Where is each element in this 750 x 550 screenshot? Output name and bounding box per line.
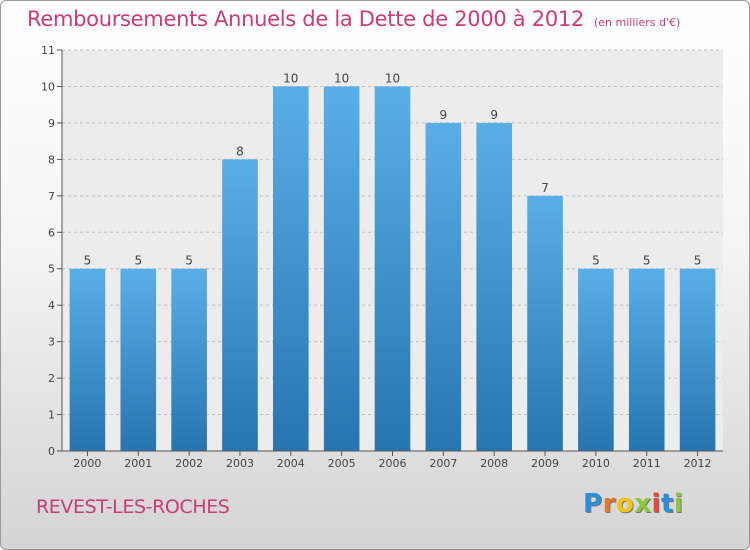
x-tick-label: 2007 [429, 457, 457, 470]
y-tick-label: 10 [41, 80, 55, 93]
x-tick-label: 2002 [175, 457, 203, 470]
bar-2005 [323, 86, 360, 452]
bar-2007 [425, 122, 462, 451]
y-tick-label: 8 [48, 153, 55, 166]
bar-2009 [527, 195, 563, 451]
value-label: 9 [490, 108, 498, 122]
bar-2003 [222, 159, 258, 451]
x-tick-label: 2010 [582, 457, 610, 470]
bar-2011 [628, 268, 665, 451]
y-ticks-group: 0 1 2 3 4 5 6 7 8 9 10 11 [41, 44, 62, 458]
bars-group [69, 86, 716, 452]
x-tick-label: 2005 [328, 457, 356, 470]
commune-name: REVEST-LES-ROCHES [36, 496, 230, 518]
x-tick-label: 2011 [633, 457, 661, 470]
bar-2004 [273, 86, 309, 452]
proxiti-logo: Proxiti [583, 489, 683, 519]
value-label: 5 [134, 254, 142, 268]
value-label: 7 [541, 181, 549, 195]
y-tick-label: 5 [48, 263, 55, 276]
chart-title: Remboursements Annuels de la Dette de 20… [27, 7, 680, 31]
chart-title-text: Remboursements Annuels de la Dette de 20… [27, 7, 584, 31]
value-labels-group: 5 5 5 8 10 10 10 9 9 7 5 5 5 [84, 71, 702, 267]
bar-2006 [374, 86, 411, 452]
logo-letter: t [660, 489, 674, 519]
x-tick-label: 2000 [73, 457, 101, 470]
x-tick-label: 2009 [531, 457, 559, 470]
x-ticks-group: 2000 2001 2002 2003 2004 2005 2006 2007 2008 2009… [73, 451, 712, 470]
value-label: 10 [385, 71, 400, 85]
bar-2012 [679, 268, 716, 451]
y-tick-label: 7 [48, 190, 55, 203]
x-tick-label: 2001 [124, 457, 152, 470]
bar-2008 [476, 122, 512, 451]
y-tick-label: 3 [48, 336, 55, 349]
y-tick-label: 2 [48, 372, 55, 385]
logo-letter: o [615, 489, 635, 519]
value-label: 9 [440, 108, 448, 122]
value-label: 8 [236, 144, 244, 158]
value-label: 5 [592, 254, 600, 268]
y-tick-label: 0 [48, 445, 55, 458]
y-tick-label: 1 [48, 409, 55, 422]
y-tick-label: 9 [48, 117, 55, 130]
y-tick-label: 6 [48, 226, 55, 239]
value-label: 5 [643, 254, 651, 268]
value-label: 5 [185, 254, 193, 268]
bar-2000 [69, 268, 106, 451]
y-tick-label: 11 [41, 44, 55, 57]
x-tick-label: 2006 [379, 457, 407, 470]
value-label: 5 [694, 254, 702, 268]
x-tick-label: 2004 [277, 457, 305, 470]
chart-subtitle: (en milliers d'€) [594, 16, 681, 29]
value-label: 10 [283, 71, 298, 85]
value-label: 10 [334, 71, 349, 85]
bar-2002 [171, 268, 207, 451]
x-tick-label: 2012 [684, 457, 712, 470]
bar-2010 [578, 268, 614, 451]
logo-letter: r [602, 489, 616, 519]
logo-letter: i [673, 489, 684, 519]
y-tick-label: 4 [48, 299, 55, 312]
x-tick-label: 2003 [226, 457, 254, 470]
logo-letter: P [583, 489, 603, 519]
bar-2001 [120, 268, 157, 451]
value-label: 5 [84, 254, 92, 268]
logo-letter: i [651, 489, 661, 519]
logo-letter: x [634, 489, 652, 519]
x-tick-label: 2008 [480, 457, 508, 470]
